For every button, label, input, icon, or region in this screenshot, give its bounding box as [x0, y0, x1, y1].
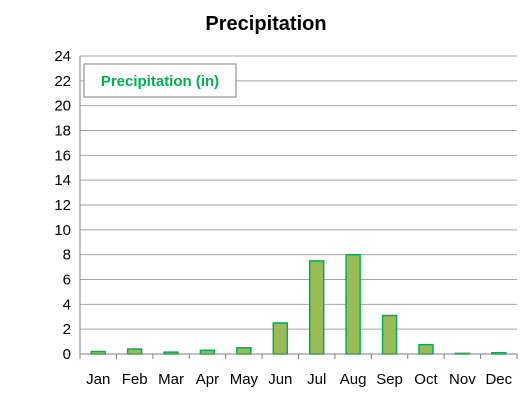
bar-oct [418, 343, 434, 355]
x-tick-label-aug: Aug [340, 371, 367, 388]
y-tick-label: 24 [54, 48, 71, 65]
bar-jun [272, 322, 289, 355]
y-tick-label: 0 [63, 346, 71, 363]
x-tick-label-jan: Jan [86, 371, 110, 388]
axes [79, 56, 518, 359]
x-tick-label-jul: Jul [307, 371, 326, 388]
y-tick-label: 12 [54, 197, 71, 214]
y-tick-label: 10 [54, 222, 71, 239]
x-tick-label-dec: Dec [485, 371, 512, 388]
y-tick-label: 2 [63, 321, 71, 338]
x-tick-label-jun: Jun [268, 371, 292, 388]
x-tick-label-oct: Oct [414, 371, 438, 388]
legend-box [83, 63, 237, 98]
bar-apr [199, 349, 216, 355]
x-tick-label-nov: Nov [449, 371, 476, 388]
bar-feb [126, 348, 143, 355]
legend: Precipitation (in) [83, 63, 237, 98]
bar-sep [381, 314, 398, 355]
bar-may [236, 347, 252, 355]
x-tick-label-sep: Sep [376, 371, 403, 388]
x-tick-label-apr: Apr [196, 371, 219, 388]
y-tick-label: 14 [54, 172, 71, 189]
y-tick-label: 6 [63, 272, 71, 289]
x-tick-label-mar: Mar [158, 371, 184, 388]
y-tick-label: 18 [54, 123, 71, 140]
x-axis-tick-labels: Jan Feb Mar Apr May Jun Jul Aug Sep Oct Nov Dec [86, 371, 513, 388]
y-tick-label: 20 [54, 98, 71, 115]
legend-entry-precipitation: Precipitation (in) [101, 73, 219, 90]
x-tick-label-may: May [230, 371, 259, 388]
bar-aug [345, 253, 361, 355]
y-tick-label: 22 [54, 73, 71, 90]
chart-title: Precipitation [205, 13, 326, 35]
y-tick-label: 4 [63, 296, 71, 313]
bar-jul [308, 260, 325, 355]
y-tick-label: 16 [54, 147, 71, 164]
bars [90, 253, 507, 355]
y-tick-label: 8 [63, 247, 71, 264]
x-tick-label-feb: Feb [122, 371, 148, 388]
